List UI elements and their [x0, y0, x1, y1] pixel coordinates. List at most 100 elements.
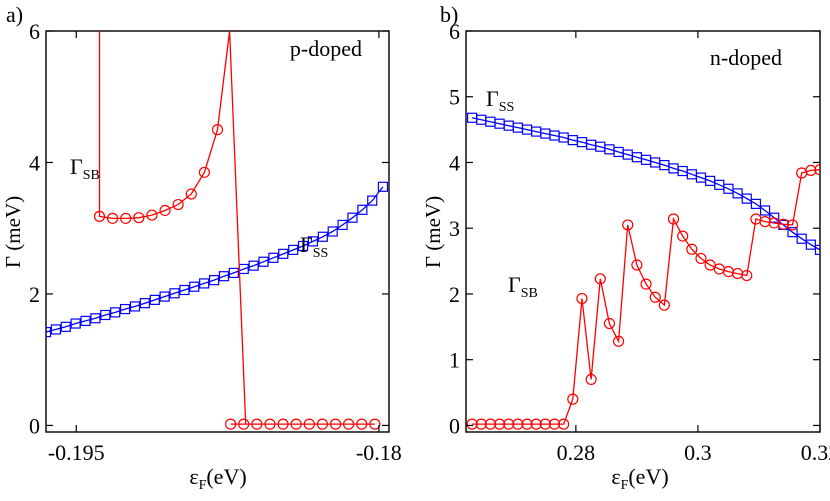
square-marker-ss-a	[268, 252, 279, 263]
series-label-sb-b-main: Γ	[508, 272, 521, 297]
circle-marker-sb-b	[567, 393, 579, 405]
circle-marker-sb-b	[741, 269, 753, 282]
square-marker-ss-a	[297, 240, 309, 252]
panel-b: 0.28 0.3 0.32 0 1 2 3 4 5 6 b) n-doped Γ (meV) εF…	[421, 2, 830, 493]
y-tick-label-b: 6	[449, 19, 460, 44]
plot-frame-b	[465, 30, 821, 433]
panel-label-a: a)	[6, 2, 23, 27]
square-marker-ss-a	[248, 260, 259, 271]
square-marker-ss-a	[189, 281, 200, 292]
square-marker-ss-b	[787, 227, 798, 238]
series-label-ss-a-main: Γ	[300, 232, 313, 257]
series-line-ss-b	[471, 117, 820, 251]
circle-marker-sb-b	[466, 418, 478, 430]
square-marker-ss-a	[149, 294, 160, 305]
circle-marker-sb-a	[211, 124, 224, 136]
circle-marker-sb-a	[290, 418, 302, 430]
square-marker-ss-a	[110, 307, 121, 318]
circle-marker-sb-a	[120, 212, 132, 224]
annotation-a: p-doped	[290, 36, 362, 61]
square-marker-ss-a	[307, 236, 319, 247]
circle-marker-sb-b	[704, 259, 716, 271]
circle-marker-sb-a	[251, 418, 263, 430]
square-marker-ss-a	[228, 267, 239, 279]
square-marker-ss-a	[46, 326, 52, 338]
square-marker-ss-a	[367, 195, 378, 206]
circle-marker-sb-b	[640, 278, 652, 290]
y-tick-label-b: 1	[449, 348, 460, 373]
plot-frame-a	[45, 30, 390, 433]
series-label-sb-b-sub: SB	[521, 286, 538, 301]
square-marker-ss-b	[759, 205, 771, 216]
circle-marker-sb-a	[185, 188, 197, 200]
circle-marker-sb-b	[548, 418, 561, 430]
x-axis-label-sub-a: F	[199, 478, 207, 493]
square-marker-ss-a	[60, 321, 71, 332]
x-axis-label-unit-b: (eV)	[628, 464, 668, 489]
square-marker-ss-a	[159, 291, 170, 302]
square-marker-ss-b	[796, 233, 807, 244]
circle-marker-sb-b	[539, 418, 551, 430]
circle-marker-sb-b	[759, 216, 771, 228]
circle-marker-sb-b	[677, 230, 689, 242]
series-label-ss-b-sub: SS	[499, 100, 515, 115]
x-axis-label-unit-a: (eV)	[206, 464, 246, 489]
square-marker-ss-a	[70, 318, 81, 329]
square-marker-ss-a	[50, 324, 61, 335]
circle-marker-sb-a	[356, 418, 368, 430]
series-label-sb-a: ΓSB	[70, 154, 100, 183]
square-marker-ss-a	[90, 313, 101, 324]
square-marker-ss-a	[317, 231, 328, 242]
ticks-group-a: -0.195 -0.18 0 2 4 6	[29, 19, 402, 465]
square-marker-ss-a	[357, 204, 368, 215]
y-tick-label-b: 3	[449, 216, 460, 241]
x-axis-label-sub-b: F	[621, 478, 629, 493]
x-tick-label-a: -0.195	[48, 440, 105, 465]
circle-marker-sb-b	[786, 219, 799, 231]
circle-marker-sb-b	[695, 252, 707, 265]
square-marker-ss-a	[347, 212, 358, 223]
square-marker-ss-a	[100, 309, 111, 321]
square-marker-ss-a	[179, 284, 190, 296]
y-tick-label-a: 0	[29, 413, 40, 438]
circle-marker-sb-a	[329, 418, 342, 430]
circle-marker-sb-a	[343, 418, 355, 430]
y-tick-label-a: 2	[29, 282, 40, 307]
x-tick-label-b: 0.28	[557, 440, 596, 465]
x-axis-label-b: εF(eV)	[611, 464, 668, 493]
ticks-group-b: 0.28 0.3 0.32 0 1 2 3 4 5 6	[449, 19, 830, 465]
y-tick-label-b: 5	[449, 85, 460, 110]
y-tick-label-b: 4	[449, 150, 460, 175]
circle-marker-sb-b	[530, 418, 542, 430]
circle-marker-sb-b	[631, 259, 643, 271]
circle-marker-sb-b	[686, 243, 698, 255]
y-tick-label-a: 6	[29, 19, 40, 44]
square-marker-ss-a	[208, 275, 220, 286]
circle-marker-sb-b	[493, 418, 506, 430]
square-marker-ss-b	[741, 193, 752, 204]
circle-marker-sb-b	[777, 218, 789, 230]
series-label-ss-a: ΓSS	[300, 232, 328, 261]
circle-marker-sb-a	[159, 204, 171, 217]
circle-marker-sb-b	[503, 418, 515, 430]
circle-marker-sb-b	[475, 418, 487, 430]
x-tick-label-a: -0.18	[356, 440, 402, 465]
y-axis-label-a: Γ (meV)	[1, 196, 25, 268]
circle-marker-sb-a	[106, 212, 119, 224]
circle-marker-sb-a	[369, 418, 381, 430]
circle-marker-sb-b	[805, 164, 817, 176]
circle-marker-sb-a	[303, 418, 315, 430]
circle-marker-sb-a	[146, 209, 158, 221]
x-tick-label-b: 0.32	[801, 440, 830, 465]
y-axis-label-b: Γ (meV)	[421, 196, 445, 268]
square-marker-ss-a	[258, 256, 269, 267]
square-marker-ss-a	[119, 303, 131, 315]
series-label-sb-b: ΓSB	[508, 272, 538, 301]
series-label-sb-a-sub: SB	[83, 168, 100, 183]
circle-marker-sb-a	[264, 418, 276, 430]
series-label-ss-b-main: Γ	[486, 86, 499, 111]
circle-marker-sb-b	[768, 217, 780, 229]
circle-marker-sb-b	[585, 373, 597, 386]
circle-marker-sb-b	[558, 418, 570, 430]
y-tick-label-a: 4	[29, 150, 40, 175]
